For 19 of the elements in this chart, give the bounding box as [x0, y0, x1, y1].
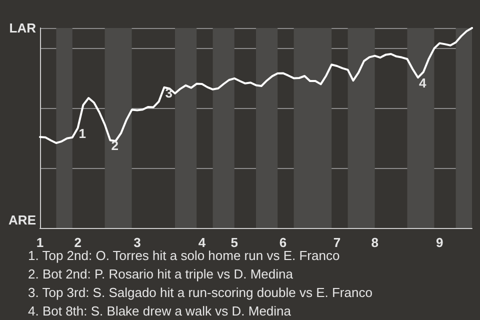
- x-tick-label: 9: [436, 235, 444, 250]
- x-tick-label: 6: [279, 235, 287, 250]
- x-tick-label: 5: [230, 235, 238, 250]
- x-tick-label: 4: [198, 235, 206, 250]
- text: LAR: [9, 20, 37, 36]
- x-tick-label: 2: [74, 235, 82, 250]
- text: 4. Bot 8th: S. Blake drew a walk vs D. Medina: [28, 304, 292, 318]
- annotation: 4: [419, 76, 427, 91]
- x-tick-label: 1: [36, 235, 44, 250]
- text: 3. Top 3rd: S. Salgado hit a run-scoring double vs E. Franco: [28, 285, 372, 300]
- x-tick-label: 7: [333, 235, 341, 250]
- x-tick-label: 3: [134, 235, 141, 250]
- annotation: 2: [111, 138, 118, 154]
- annotation: 1: [78, 126, 86, 141]
- x-tick-label: 8: [371, 235, 378, 250]
- text: 2. Bot 2nd: P. Rosario hit a triple vs D. Medina: [28, 266, 294, 282]
- annotation: 3: [165, 85, 172, 100]
- text: 1. Top 2nd: O. Torres hit a solo home run vs E. Franco: [28, 248, 340, 263]
- text: ARE: [8, 212, 36, 228]
